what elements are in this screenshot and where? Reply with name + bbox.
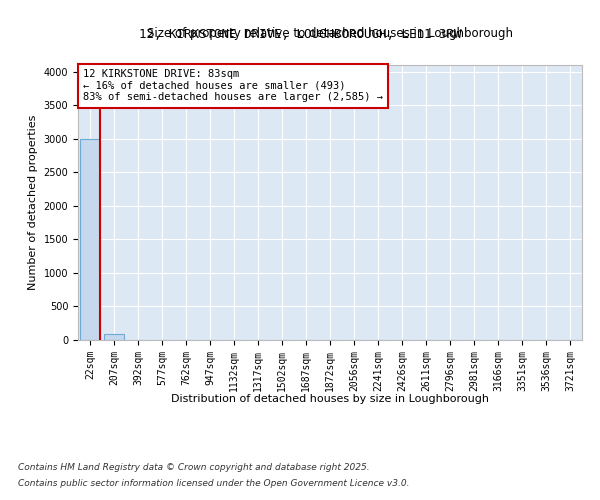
Text: Contains HM Land Registry data © Crown copyright and database right 2025.: Contains HM Land Registry data © Crown c… [18,464,370,472]
Text: 12, KIRKSTONE DRIVE, LOUGHBOROUGH, LE11 3RW: 12, KIRKSTONE DRIVE, LOUGHBOROUGH, LE11 … [139,28,461,40]
Title: Size of property relative to detached houses in Loughborough: Size of property relative to detached ho… [147,27,513,40]
X-axis label: Distribution of detached houses by size in Loughborough: Distribution of detached houses by size … [171,394,489,404]
Bar [104,334,124,340]
Y-axis label: Number of detached properties: Number of detached properties [28,115,38,290]
Bar [80,139,100,340]
Text: Contains public sector information licensed under the Open Government Licence v3: Contains public sector information licen… [18,478,409,488]
Text: 12 KIRKSTONE DRIVE: 83sqm
← 16% of detached houses are smaller (493)
83% of semi: 12 KIRKSTONE DRIVE: 83sqm ← 16% of detac… [83,69,383,102]
